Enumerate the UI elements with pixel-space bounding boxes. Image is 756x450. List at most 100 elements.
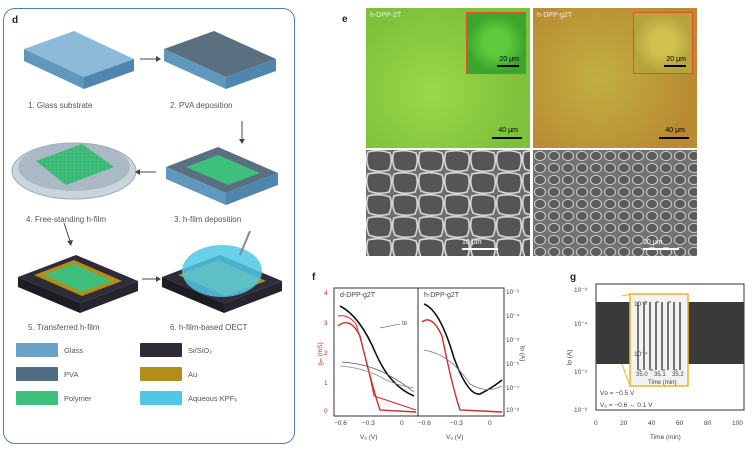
inset-frame [629,293,689,387]
legend-label: PVA [64,369,79,379]
tile-title: h-DPP-g2T [537,12,573,19]
fabrication-diagram [11,31,282,313]
step-4-caption: 4. Free-standing h-film [26,215,107,224]
panel-e-label: e [342,14,348,25]
id-curve [423,349,503,390]
x-axis-label-right: V₆ (V) [446,434,464,441]
step-6-caption: 6. h-film-based OECT [170,323,248,332]
inset-scale-bar [664,65,686,67]
legend-polymer: Polymer [16,391,92,405]
kpf-swatch [140,391,182,405]
tick: −0.6 [418,420,431,427]
h-film-deposition-illustration [166,147,278,205]
tick: 80 [704,420,712,427]
right-subplot-title: h-DPP-g2T [424,292,460,299]
tick: 10⁻⁶ [506,361,520,368]
tick: 10⁻³ [574,287,587,294]
gm-curve [337,315,417,411]
id-curve [339,305,415,397]
scale-label: 40 μm [498,127,518,134]
tick: 10⁻⁵ [506,337,520,344]
glass-swatch [16,343,58,357]
inset-oscillations [637,301,681,371]
tick: 0 [400,420,404,427]
panel-f-label: f [312,272,316,283]
sem-bottom-left: 10 μm [366,150,530,256]
tick: 4 [324,290,328,297]
stability-plot [595,283,745,411]
sem-bottom-right: 10 μm [533,150,697,256]
legend-kpf: Aqueous KPF₆ [140,391,237,405]
sem-network-pattern [366,150,530,256]
tick: 60 [676,420,684,427]
tick: 0 [594,420,598,427]
tick: 1 [324,380,328,387]
step-5-caption: 5. Transferred h-film [28,323,100,332]
pva-swatch [16,367,58,381]
tick: −0.3 [450,420,463,427]
vd-annotation: Vᴅ = −0.5 V [600,390,635,397]
vg-annotation: V₆ = −0.6 ↔ 0.1 V [600,402,653,409]
tick: −0.6 [334,420,347,427]
micrograph-top-left: h-DPP-2T 20 μm 40 μm [366,8,530,148]
x-axis-label-left: V₆ (V) [360,434,378,441]
inset-x-label: Time (min) [648,380,677,386]
tick: 10⁻³ [634,301,647,308]
polymer-swatch [16,391,58,405]
y-axis-label: Iᴅ (A) [566,349,574,366]
step-2-caption: 2. PVA deposition [170,101,233,110]
tick: 35.1 [654,372,666,378]
tick: 20 [620,420,628,427]
sem-network-pattern [533,150,697,256]
gm-curve [421,319,503,413]
id-curve [339,365,415,389]
legend-si: Si/SiO₂ [140,343,212,357]
legend-label: Si/SiO₂ [188,345,213,355]
glass-substrate-illustration [24,31,134,89]
tick: 35.0 [636,372,648,378]
scale-bar [659,137,689,139]
tick: 100 [732,420,743,427]
tick: 2 [324,350,328,357]
id-curve [423,303,503,395]
id-axis-label: Iᴅ (A) [518,345,526,362]
step-1-caption: 1. Glass substrate [28,101,93,110]
tick: 10⁻⁷ [506,385,520,392]
transfer-curves-plot [333,287,505,417]
tile-title: h-DPP-2T [370,12,402,19]
scale-bar [643,248,679,250]
panel-g-label: g [570,272,577,283]
left-subplot-title: d-DPP-g2T [340,292,376,299]
tick: 10⁻³ [506,289,519,296]
legend-label: Aqueous KPF₆ [188,393,238,403]
legend-label: Glass [64,345,84,355]
inset-micrograph: 20 μm [633,12,693,74]
inset-scale-label: 20 μm [499,56,519,63]
legend-label: Polymer [64,393,92,403]
inset-scale-label: 20 μm [666,56,686,63]
x-axis-label: Time (min) [650,434,681,441]
inset-micrograph: 20 μm [466,12,526,74]
si-swatch [140,343,182,357]
right-plot-frame [417,287,505,417]
panel-d: d [3,8,295,444]
free-standing-film-illustration [11,142,137,200]
tick: 10⁻⁶ [574,407,588,414]
legend-label: Au [188,369,198,379]
tick: 35.2 [672,372,684,378]
legend-pva: PVA [16,367,78,381]
scale-label: 10 μm [643,239,663,246]
tick: −0.3 [362,420,375,427]
tick: 10⁻⁵ [574,369,588,376]
micrograph-top-right: h-DPP-g2T 20 μm 40 μm [533,8,697,148]
au-swatch [140,367,182,381]
inset-scale-bar [497,65,519,67]
id-curve-label: Iᴅ [402,320,408,327]
scale-bar [492,137,522,139]
tick: 10⁻⁴ [574,321,588,328]
legend-au: Au [140,367,197,381]
panel-d-label: d [12,15,19,26]
id-curve [341,361,415,393]
transferred-film-illustration [18,255,138,313]
step-3-caption: 3. h-film deposition [174,215,242,224]
